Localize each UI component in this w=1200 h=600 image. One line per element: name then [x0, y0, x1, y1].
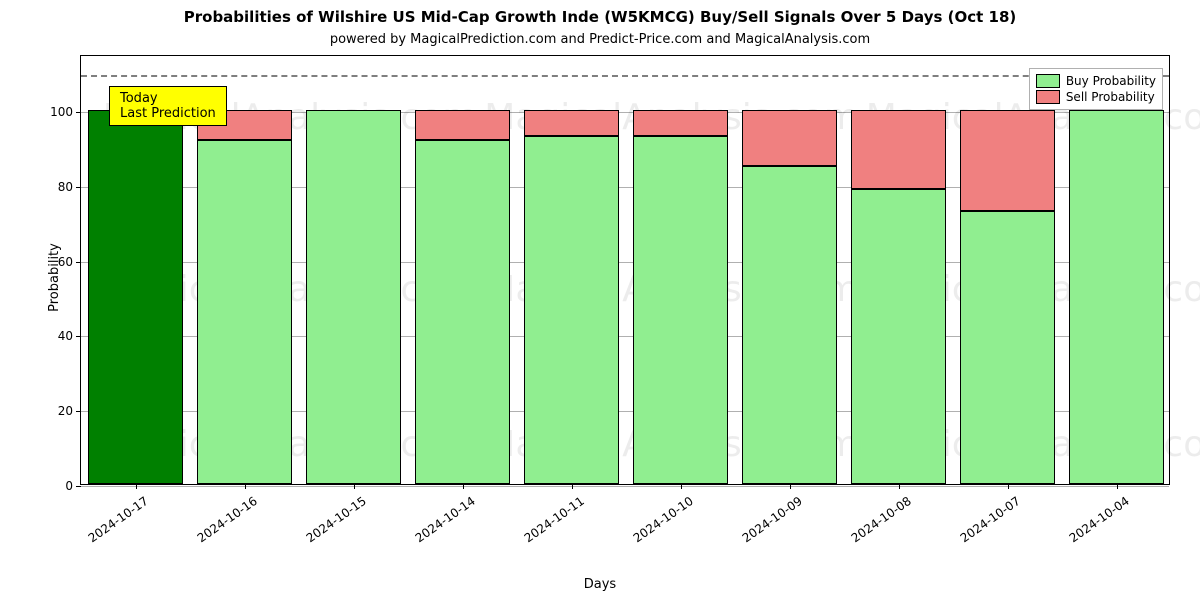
xtick-label: 2024-10-11 — [514, 484, 586, 545]
bar-buy — [88, 110, 184, 484]
bar-stack — [633, 110, 729, 484]
bar-stack — [197, 110, 293, 484]
legend-item: Buy Probability — [1036, 73, 1156, 89]
ytick-mark — [76, 486, 81, 487]
ytick-mark — [76, 336, 81, 337]
chart-figure: Probabilities of Wilshire US Mid-Cap Gro… — [0, 0, 1200, 600]
bar-sell — [633, 110, 729, 136]
ytick-mark — [76, 262, 81, 263]
bar-buy — [742, 166, 838, 484]
reference-dashed-line — [81, 75, 1169, 77]
xtick-label: 2024-10-14 — [405, 484, 477, 545]
today-annotation: Today Last Prediction — [109, 86, 227, 126]
legend: Buy Probability Sell Probability — [1029, 68, 1163, 110]
bar-buy — [197, 140, 293, 484]
xtick-label: 2024-10-10 — [623, 484, 695, 545]
legend-label: Buy Probability — [1066, 74, 1156, 88]
ytick-mark — [76, 112, 81, 113]
xtick-label: 2024-10-07 — [950, 484, 1022, 545]
xtick-label: 2024-10-08 — [841, 484, 913, 545]
bar-sell — [960, 110, 1056, 211]
ytick-mark — [76, 411, 81, 412]
bar-buy — [1069, 110, 1165, 484]
plot-area: 020406080100MagicalAnalysis.comMagicalAn… — [80, 55, 1170, 485]
bar-sell — [524, 110, 620, 136]
bar-stack — [960, 110, 1056, 484]
chart-title: Probabilities of Wilshire US Mid-Cap Gro… — [0, 8, 1200, 26]
legend-label: Sell Probability — [1066, 90, 1155, 104]
legend-swatch — [1036, 90, 1060, 104]
xtick-label: 2024-10-04 — [1059, 484, 1131, 545]
bar-stack — [524, 110, 620, 484]
chart-subtitle: powered by MagicalPrediction.com and Pre… — [0, 32, 1200, 47]
bar-buy — [524, 136, 620, 484]
bar-buy — [960, 211, 1056, 484]
xtick-label: 2024-10-16 — [187, 484, 259, 545]
bar-buy — [633, 136, 729, 484]
bar-buy — [415, 140, 511, 484]
legend-swatch — [1036, 74, 1060, 88]
legend-item: Sell Probability — [1036, 89, 1156, 105]
bar-stack — [851, 110, 947, 484]
bar-buy — [851, 189, 947, 484]
bar-sell — [415, 110, 511, 140]
xtick-label: 2024-10-15 — [296, 484, 368, 545]
bar-stack — [742, 110, 838, 484]
xtick-label: 2024-10-09 — [732, 484, 804, 545]
bar-stack — [1069, 110, 1165, 484]
bar-stack — [88, 110, 184, 484]
ytick-mark — [76, 187, 81, 188]
y-axis-label: Probability — [47, 243, 62, 312]
x-axis-label: Days — [0, 577, 1200, 592]
bar-stack — [415, 110, 511, 484]
bar-sell — [742, 110, 838, 166]
bar-stack — [306, 110, 402, 484]
bar-sell — [851, 110, 947, 189]
bar-buy — [306, 110, 402, 484]
xtick-label: 2024-10-17 — [78, 484, 150, 545]
